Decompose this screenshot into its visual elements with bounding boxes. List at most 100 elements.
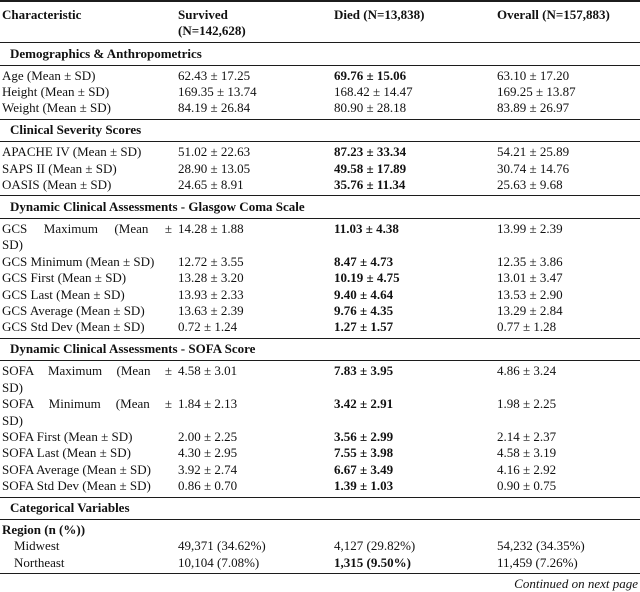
section-rows-clinical-severity-scores: APACHE IV (Mean ± SD) 51.02 ± 22.63 87.23 … [0,142,640,195]
section-rows-categorical-variables: Region (n (%)) Midwest 49,371 (34.62%) 4,12… [0,520,640,573]
characteristic-cell: GCS Minimum (Mean ± SD) [2,253,155,269]
survived-cell: 14.28 ± 1.88 [178,220,244,236]
survived-cell: 12.72 ± 3.55 [178,253,244,269]
table-row: SOFA Last (Mean ± SD) 4.30 ± 2.95 7.55 ± 3… [0,445,640,461]
column-header-characteristic: Characteristic [2,7,82,22]
died-cell: 49.58 ± 17.89 [334,160,407,176]
characteristic-cell: Northeast [14,554,65,570]
survived-cell: 51.02 ± 22.63 [178,144,251,160]
died-cell: 35.76 ± 11.34 [334,177,406,193]
overall-cell: 0.90 ± 0.75 [497,478,557,494]
survived-cell: 10,104 (7.08%) [178,554,260,570]
table-row: SOFA Average (Mean ± SD) 3.92 ± 2.74 6.67 … [0,462,640,478]
survived-cell: 4.58 ± 3.01 [178,363,238,379]
characteristic-cell: SOFA Maximum (Mean ± SD) [2,363,172,395]
overall-cell: 25.63 ± 9.68 [497,177,563,193]
characteristic-cell: SOFA Minimum (Mean ± SD) [2,396,172,428]
table-row: Midwest 49,371 (34.62%) 4,127 (29.82%) 54,2… [0,538,640,554]
table-row: Height (Mean ± SD) 169.35 ± 13.74 168.42 ±… [0,84,640,100]
characteristic-cell: Region (n (%)) [2,522,86,538]
survived-cell: 13.93 ± 2.33 [178,286,244,302]
died-cell: 1,315 (9.50%) [334,554,411,570]
characteristic-cell: OASIS (Mean ± SD) [2,177,112,193]
characteristic-cell: SOFA Last (Mean ± SD) [2,445,131,461]
died-cell: 9.40 ± 4.64 [334,286,394,302]
characteristic-cell: GCS Maximum (Mean ± SD) [2,220,172,253]
section-rows-dynamic-clinical-assessments-sofa-score: SOFA Maximum (Mean ± SD) 4.58 ± 3.01 7.83 ±… [0,361,640,496]
table-row: GCS First (Mean ± SD) 13.28 ± 3.20 10.19 ±… [0,270,640,286]
column-header-survived: Survived (N=142,628) [178,7,334,39]
table-row: GCS Std Dev (Mean ± SD) 0.72 ± 1.24 1.27 ±… [0,319,640,335]
table-header-row: Characteristic Survived (N=142,628) Died… [0,0,640,42]
section-header-dynamic-clinical-assessments-sofa-score: Dynamic Clinical Assessments - SOFA Scor… [0,337,640,362]
died-cell: 9.76 ± 4.35 [334,302,394,318]
section-rows-dynamic-clinical-assessments-glasgow-coma-scale: GCS Maximum (Mean ± SD) 14.28 ± 1.88 11.03 … [0,219,640,338]
characteristic-cell: Midwest [14,538,60,554]
section-header-demographics-anthropometrics: Demographics & Anthropometrics [0,42,640,66]
table-row: Age (Mean ± SD) 62.43 ± 17.25 69.76 ± 15.0… [0,68,640,84]
survived-cell: 1.84 ± 2.13 [178,396,238,412]
overall-cell: 13.01 ± 3.47 [497,270,563,286]
survived-cell: 0.86 ± 0.70 [178,478,238,494]
survived-cell: 24.65 ± 8.91 [178,177,244,193]
table-row: GCS Last (Mean ± SD) 13.93 ± 2.33 9.40 ± 4… [0,287,640,303]
table-row: APACHE IV (Mean ± SD) 51.02 ± 22.63 87.23 … [0,144,640,160]
survived-cell: 4.30 ± 2.95 [178,445,238,461]
died-cell: 87.23 ± 33.34 [334,144,407,160]
overall-cell: 169.25 ± 13.87 [497,83,576,99]
died-cell: 1.39 ± 1.03 [334,478,394,494]
survived-cell: 49,371 (34.62%) [178,538,266,554]
overall-cell: 4.58 ± 3.19 [497,445,557,461]
died-cell: 7.83 ± 3.95 [334,363,394,379]
characteristic-cell: SOFA First (Mean ± SD) [2,428,133,444]
table-row: SOFA Minimum (Mean ± SD) 1.84 ± 2.13 3.42 ±… [0,396,640,429]
died-cell: 80.90 ± 28.18 [334,100,407,116]
subheader-row: Region (n (%)) [0,522,640,538]
column-header-survived-line2: (N=142,628) [178,23,246,38]
died-cell: 10.19 ± 4.75 [334,270,400,286]
overall-cell: 4.16 ± 2.92 [497,461,557,477]
overall-cell: 11,459 (7.26%) [497,554,578,570]
table-row: SOFA First (Mean ± SD) 2.00 ± 2.25 3.56 ± … [0,429,640,445]
overall-cell: 4.86 ± 3.24 [497,363,557,379]
table-row: GCS Minimum (Mean ± SD) 12.72 ± 3.55 8.47 … [0,254,640,270]
died-cell: 8.47 ± 4.73 [334,253,394,269]
survived-cell: 169.35 ± 13.74 [178,83,257,99]
overall-cell: 30.74 ± 14.76 [497,160,570,176]
survived-cell: 13.63 ± 2.39 [178,302,244,318]
characteristic-cell: SOFA Average (Mean ± SD) [2,461,151,477]
section-header-clinical-severity-scores: Clinical Severity Scores [0,118,640,143]
overall-cell: 13.99 ± 2.39 [497,220,563,236]
continued-note: Continued on next page [514,576,638,592]
column-header-survived-line1: Survived [178,7,228,22]
survived-cell: 62.43 ± 17.25 [178,67,251,83]
overall-cell: 2.14 ± 2.37 [497,428,557,444]
overall-cell: 63.10 ± 17.20 [497,67,570,83]
section-rows-demographics-anthropometrics: Age (Mean ± SD) 62.43 ± 17.25 69.76 ± 15.0… [0,66,640,119]
table-row: GCS Average (Mean ± SD) 13.63 ± 2.39 9.76 … [0,303,640,319]
section-header-dynamic-clinical-assessments-glasgow-coma-scale: Dynamic Clinical Assessments - Glasgow C… [0,195,640,219]
overall-cell: 0.77 ± 1.28 [497,319,557,335]
survived-cell: 28.90 ± 13.05 [178,160,251,176]
characteristic-cell: Age (Mean ± SD) [2,67,96,83]
overall-cell: 54,232 (34.35%) [497,538,585,554]
table-row: OASIS (Mean ± SD) 24.65 ± 8.91 35.76 ± 11.… [0,177,640,193]
characteristic-cell: GCS First (Mean ± SD) [2,270,127,286]
table-row: SAPS II (Mean ± SD) 28.90 ± 13.05 49.58 ± … [0,161,640,177]
died-cell: 7.55 ± 3.98 [334,445,394,461]
died-cell: 11.03 ± 4.38 [334,220,399,236]
died-cell: 3.42 ± 2.91 [334,396,394,412]
survived-cell: 0.72 ± 1.24 [178,319,238,335]
characteristic-cell: Weight (Mean ± SD) [2,100,111,116]
overall-cell: 13.29 ± 2.84 [497,302,563,318]
overall-cell: 54.21 ± 25.89 [497,144,570,160]
column-header-died: Died (N=13,838) [334,7,425,22]
died-cell: 168.42 ± 14.47 [334,83,413,99]
overall-cell: 13.53 ± 2.90 [497,286,563,302]
survived-cell: 2.00 ± 2.25 [178,428,238,444]
table-body: Demographics & Anthropometrics Age (Mean … [0,42,640,573]
overall-cell: 12.35 ± 3.86 [497,253,563,269]
characteristic-cell: GCS Last (Mean ± SD) [2,286,125,302]
